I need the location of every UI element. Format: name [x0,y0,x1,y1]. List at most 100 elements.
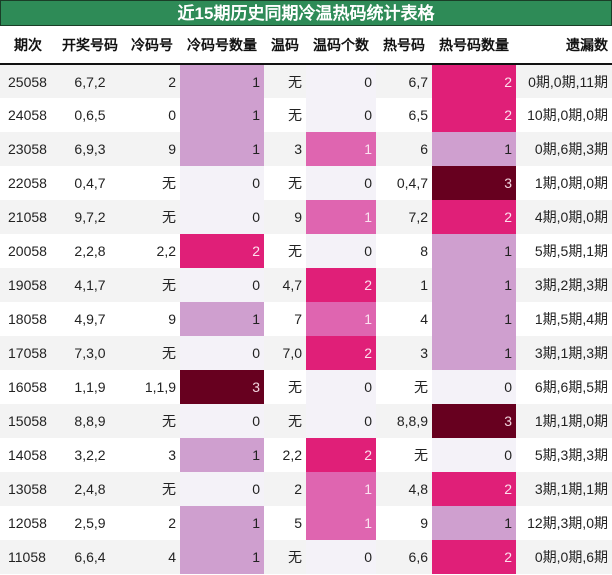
hot-cell: 无 [376,370,432,404]
miss-cell: 5期,3期,3期 [516,438,612,472]
miss-cell: 5期,5期,1期 [516,234,612,268]
cold-cell: 无 [124,472,180,506]
cold-count-cell: 1 [180,64,264,98]
period-cell: 23058 [0,132,56,166]
hot-count-cell: 2 [432,472,516,506]
miss-cell: 3期,2期,3期 [516,268,612,302]
warm-cell: 2 [264,472,306,506]
period-cell: 25058 [0,64,56,98]
hot-cell: 7,2 [376,200,432,234]
hot-count-cell: 1 [432,234,516,268]
period-cell: 24058 [0,98,56,132]
cold-cell: 无 [124,200,180,234]
cold-count-cell: 1 [180,132,264,166]
header-cold-count: 冷码号数量 [180,26,264,65]
period-cell: 21058 [0,200,56,234]
numbers-cell: 7,3,0 [56,336,124,370]
period-cell: 19058 [0,268,56,302]
cold-cell: 2 [124,64,180,98]
warm-cell: 4,7 [264,268,306,302]
period-cell: 16058 [0,370,56,404]
hot-cell: 3 [376,336,432,370]
header-hot-count: 热号码数量 [432,26,516,65]
table-row: 24058 0,6,5 0 1 无 0 6,5 2 10期,0期,0期 [0,98,612,132]
hot-cell: 8 [376,234,432,268]
period-cell: 20058 [0,234,56,268]
warm-count-cell: 0 [306,404,376,438]
hot-cell: 9 [376,506,432,540]
miss-cell: 12期,3期,0期 [516,506,612,540]
warm-count-cell: 0 [306,234,376,268]
hot-count-cell: 2 [432,540,516,574]
table-row: 13058 2,4,8 无 0 2 1 4,8 2 3期,1期,1期 [0,472,612,506]
miss-cell: 3期,1期,1期 [516,472,612,506]
numbers-cell: 8,8,9 [56,404,124,438]
numbers-cell: 2,4,8 [56,472,124,506]
warm-count-cell: 2 [306,336,376,370]
miss-cell: 0期,0期,6期 [516,540,612,574]
header-warm: 温码 [264,26,306,65]
miss-cell: 6期,6期,5期 [516,370,612,404]
cold-cell: 9 [124,302,180,336]
cold-cell: 9 [124,132,180,166]
hot-cell: 无 [376,438,432,472]
numbers-cell: 9,7,2 [56,200,124,234]
cold-count-cell: 1 [180,540,264,574]
hot-count-cell: 1 [432,132,516,166]
period-cell: 18058 [0,302,56,336]
table-row: 25058 6,7,2 2 1 无 0 6,7 2 0期,0期,11期 [0,64,612,98]
hot-cell: 6,6 [376,540,432,574]
numbers-cell: 0,6,5 [56,98,124,132]
period-cell: 17058 [0,336,56,370]
cold-count-cell: 0 [180,336,264,370]
warm-cell: 无 [264,98,306,132]
miss-cell: 1期,0期,0期 [516,166,612,200]
warm-count-cell: 0 [306,370,376,404]
cold-cell: 1,1,9 [124,370,180,404]
cold-count-cell: 3 [180,370,264,404]
table-row: 16058 1,1,9 1,1,9 3 无 0 无 0 6期,6期,5期 [0,370,612,404]
table-row: 14058 3,2,2 3 1 2,2 2 无 0 5期,3期,3期 [0,438,612,472]
numbers-cell: 2,2,8 [56,234,124,268]
warm-cell: 7 [264,302,306,336]
header-numbers: 开奖号码 [56,26,124,65]
cold-cell: 4 [124,540,180,574]
warm-count-cell: 0 [306,64,376,98]
hot-count-cell: 0 [432,370,516,404]
hot-count-cell: 3 [432,166,516,200]
cold-cell: 无 [124,336,180,370]
header-warm-count: 温码个数 [306,26,376,65]
hot-count-cell: 3 [432,404,516,438]
cold-count-cell: 0 [180,472,264,506]
cold-cell: 无 [124,268,180,302]
header-period: 期次 [0,26,56,65]
miss-cell: 0期,6期,3期 [516,132,612,166]
warm-count-cell: 2 [306,268,376,302]
table-row: 15058 8,8,9 无 0 无 0 8,8,9 3 1期,1期,0期 [0,404,612,438]
hot-cell: 8,8,9 [376,404,432,438]
cold-warm-hot-table: 期次 开奖号码 冷码号 冷码号数量 温码 温码个数 热号码 热号码数量 遗漏数 … [0,26,612,574]
warm-count-cell: 1 [306,132,376,166]
period-cell: 22058 [0,166,56,200]
hot-cell: 6 [376,132,432,166]
period-cell: 14058 [0,438,56,472]
numbers-cell: 6,6,4 [56,540,124,574]
cold-count-cell: 0 [180,166,264,200]
hot-cell: 4 [376,302,432,336]
cold-count-cell: 0 [180,200,264,234]
hot-cell: 1 [376,268,432,302]
numbers-cell: 6,9,3 [56,132,124,166]
numbers-cell: 6,7,2 [56,64,124,98]
hot-count-cell: 2 [432,200,516,234]
hot-count-cell: 1 [432,506,516,540]
cold-cell: 2 [124,506,180,540]
cold-count-cell: 2 [180,234,264,268]
warm-cell: 9 [264,200,306,234]
table-row: 12058 2,5,9 2 1 5 1 9 1 12期,3期,0期 [0,506,612,540]
table-row: 19058 4,1,7 无 0 4,7 2 1 1 3期,2期,3期 [0,268,612,302]
hot-cell: 4,8 [376,472,432,506]
table-row: 23058 6,9,3 9 1 3 1 6 1 0期,6期,3期 [0,132,612,166]
period-cell: 11058 [0,540,56,574]
miss-cell: 10期,0期,0期 [516,98,612,132]
